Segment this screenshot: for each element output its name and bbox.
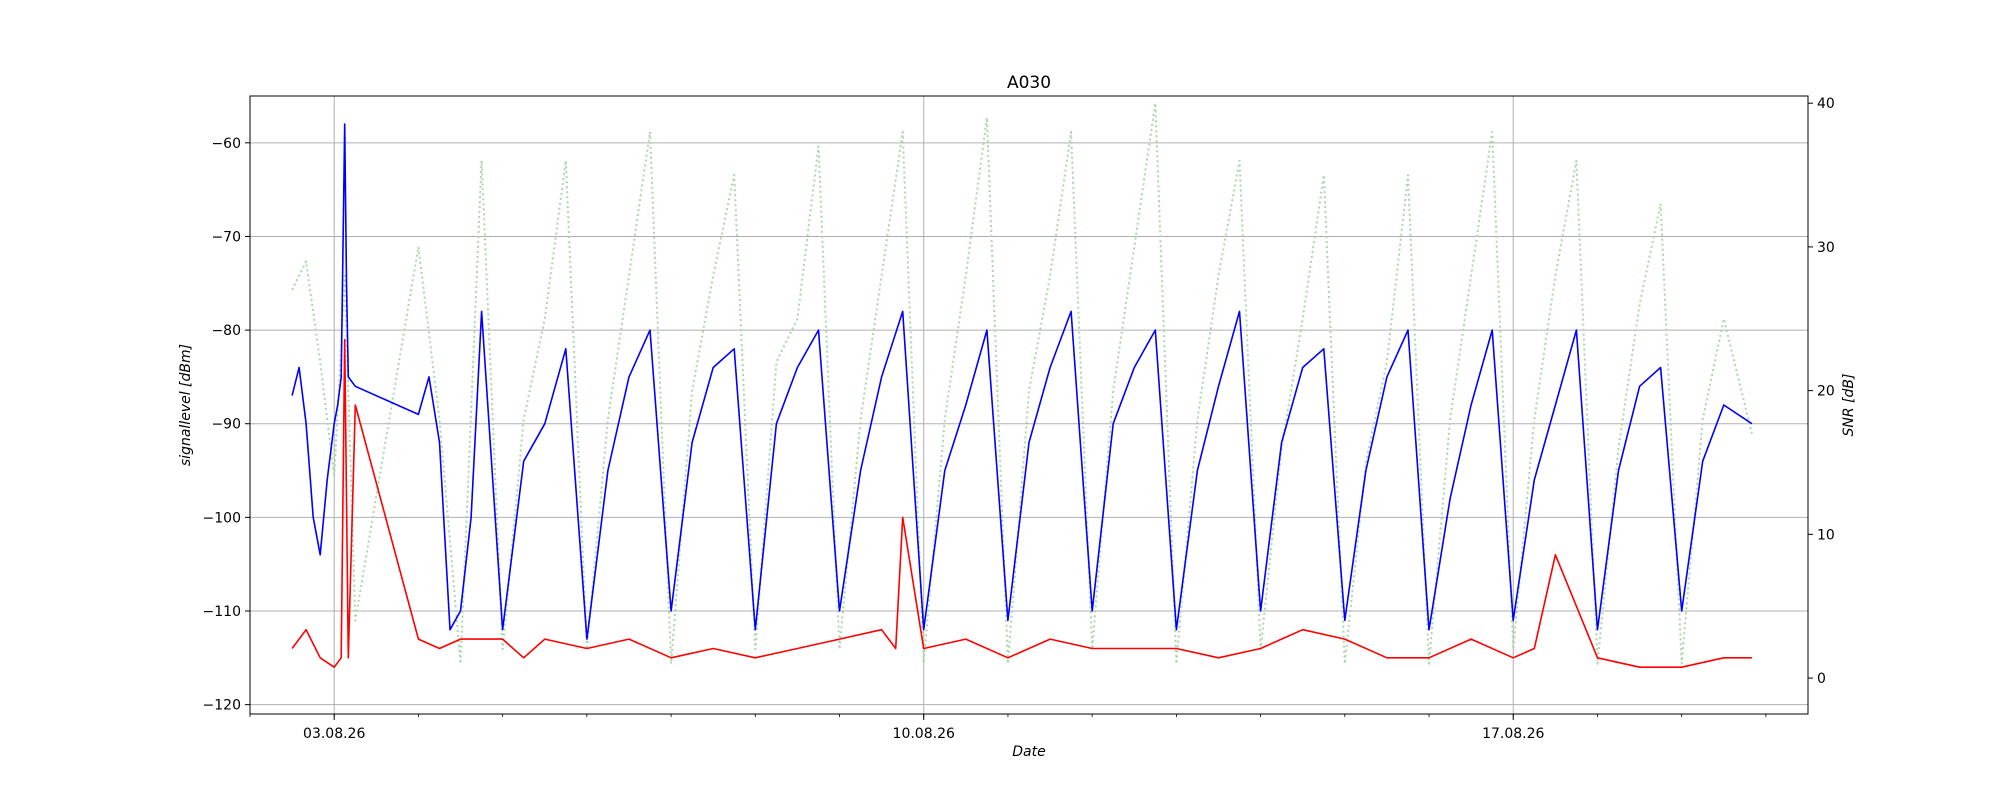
y-tick-label-left-0: −120 [203,698,241,714]
x-tick-label-0: 03.08.26 [303,726,365,742]
x-axis-label: Date [1012,744,1045,760]
y-tick-label-right-4: 40 [1817,96,1835,112]
y-axis-label-left: signallevel [dBm] [178,344,194,466]
chart-title: A030 [1007,73,1051,93]
y-tick-label-left-3: −90 [211,417,241,433]
noise-level-line [291,338,1752,669]
y-tick-label-right-2: 20 [1817,384,1835,400]
y-tick-label-left-5: −70 [211,229,241,245]
y-tick-label-right-1: 10 [1817,527,1835,543]
y-tick-label-left-2: −100 [203,510,241,526]
y-tick-label-right-3: 30 [1817,240,1835,256]
tick-layer: −120 −110 −100 −90 −80 −70 −60 0 10 20 30 40 03.08.2… [203,96,1835,742]
x-tick-label-2: 17.08.26 [1482,726,1544,742]
signal-level-line [291,123,1753,640]
x-tick-label-1: 10.08.26 [893,726,955,742]
y-tick-label-right-0: 0 [1817,671,1826,687]
snr-line [291,102,1753,665]
y-tick-label-left-6: −60 [211,136,241,152]
grid-layer [250,96,1808,714]
plot-frame [249,95,1809,715]
series-layer [291,102,1753,669]
y-tick-label-left-4: −80 [211,323,241,339]
y-tick-label-left-1: −110 [203,604,241,620]
y-axis-label-right: SNR [dB] [1841,374,1857,437]
